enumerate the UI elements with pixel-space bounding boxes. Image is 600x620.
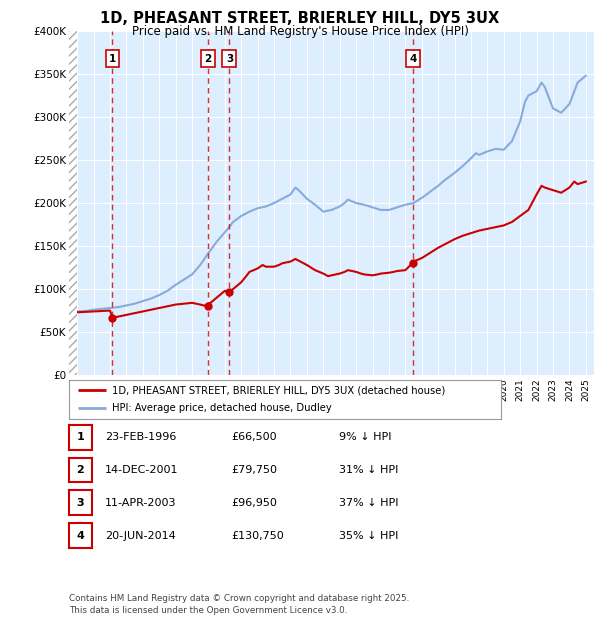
Text: 3: 3: [77, 498, 84, 508]
Text: 23-FEB-1996: 23-FEB-1996: [105, 432, 176, 442]
Text: 31% ↓ HPI: 31% ↓ HPI: [339, 465, 398, 475]
Text: 1D, PHEASANT STREET, BRIERLEY HILL, DY5 3UX (detached house): 1D, PHEASANT STREET, BRIERLEY HILL, DY5 …: [112, 386, 445, 396]
Text: 11-APR-2003: 11-APR-2003: [105, 498, 176, 508]
Text: 37% ↓ HPI: 37% ↓ HPI: [339, 498, 398, 508]
Text: 35% ↓ HPI: 35% ↓ HPI: [339, 531, 398, 541]
Text: 20-JUN-2014: 20-JUN-2014: [105, 531, 176, 541]
Text: 2: 2: [77, 465, 84, 475]
Text: 1: 1: [77, 432, 84, 442]
Text: 1: 1: [109, 53, 116, 63]
Text: 4: 4: [76, 531, 85, 541]
Text: 2: 2: [204, 53, 211, 63]
Text: £66,500: £66,500: [231, 432, 277, 442]
Text: 4: 4: [409, 53, 417, 63]
Text: 14-DEC-2001: 14-DEC-2001: [105, 465, 179, 475]
Text: £79,750: £79,750: [231, 465, 277, 475]
Text: HPI: Average price, detached house, Dudley: HPI: Average price, detached house, Dudl…: [112, 403, 332, 413]
Bar: [69, 31, 77, 375]
Text: 3: 3: [226, 53, 233, 63]
Text: Price paid vs. HM Land Registry's House Price Index (HPI): Price paid vs. HM Land Registry's House …: [131, 25, 469, 38]
Text: Contains HM Land Registry data © Crown copyright and database right 2025.
This d: Contains HM Land Registry data © Crown c…: [69, 594, 409, 615]
Text: 1D, PHEASANT STREET, BRIERLEY HILL, DY5 3UX: 1D, PHEASANT STREET, BRIERLEY HILL, DY5 …: [100, 11, 500, 26]
Text: £96,950: £96,950: [231, 498, 277, 508]
Text: £130,750: £130,750: [231, 531, 284, 541]
Text: 9% ↓ HPI: 9% ↓ HPI: [339, 432, 391, 442]
